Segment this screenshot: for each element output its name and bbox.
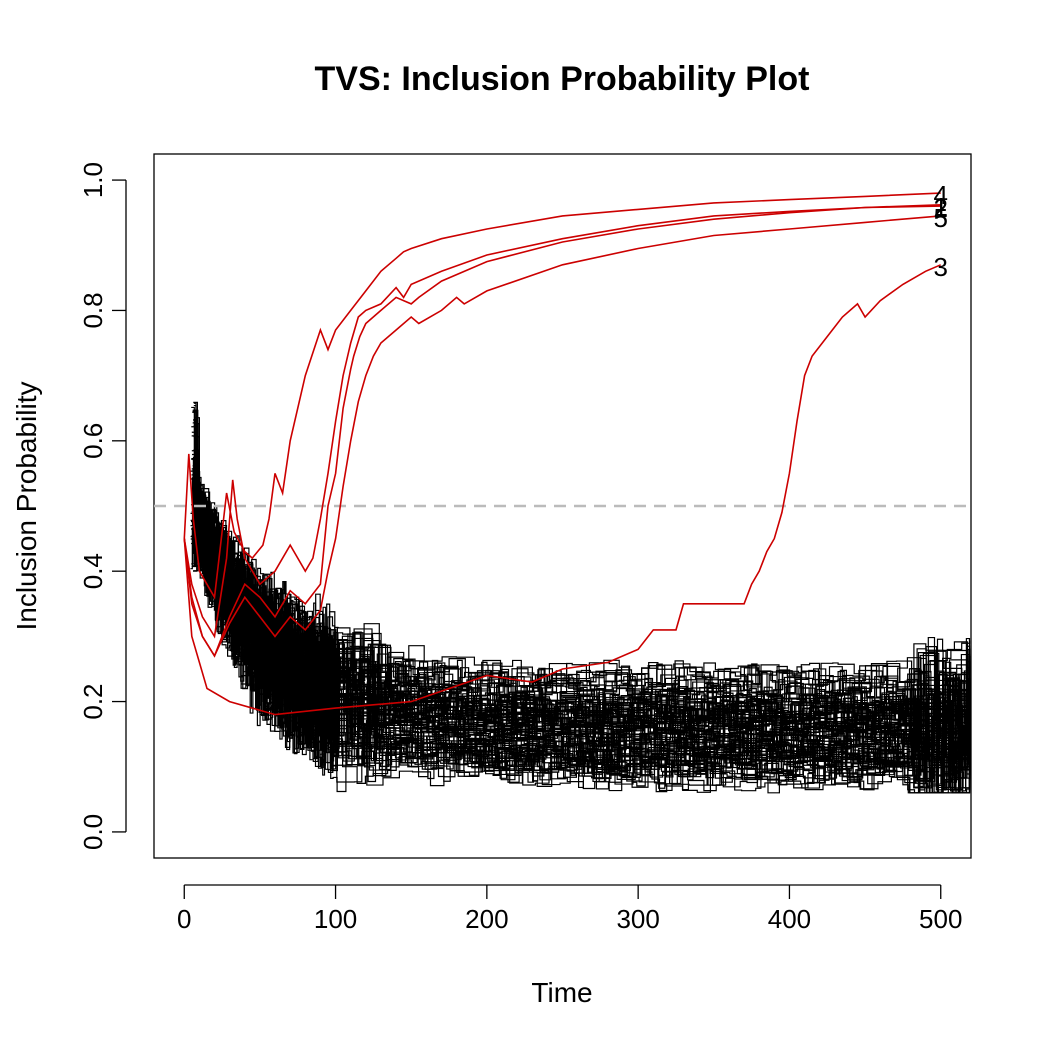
nonselected-series-line (193, 402, 971, 787)
y-axis-label: Inclusion Probability (11, 381, 42, 630)
nonselected-series-line (190, 476, 971, 709)
y-tick-label: 0.0 (78, 814, 108, 850)
series-line-1 (183, 204, 941, 639)
y-tick-label: 0.6 (78, 423, 108, 459)
y-tick-label: 0.8 (78, 292, 108, 328)
y-tick-label: 1.0 (78, 162, 108, 198)
y-tick-label: 0.4 (78, 553, 108, 589)
x-tick-label: 100 (314, 904, 357, 934)
nonselected-series-line (193, 459, 971, 763)
nonselected-series-line (193, 487, 971, 725)
series-label-5: 5 (934, 203, 948, 233)
nonselected-series-line (194, 423, 971, 794)
nonselected-series-group (190, 401, 971, 794)
series-line-5 (183, 215, 941, 658)
nonselected-series-line (193, 476, 971, 794)
series-line-3 (183, 264, 942, 716)
series-line-2 (183, 205, 941, 658)
nonselected-series-line (192, 409, 971, 789)
series-label-1: 1 (934, 192, 948, 222)
y-tick-label: 0.2 (78, 683, 108, 719)
x-tick-label: 0 (177, 904, 191, 934)
y-axis: 0.0 0.2 0.4 0.6 0.8 1.0 (78, 162, 127, 850)
x-tick-label: 400 (768, 904, 811, 934)
x-axis: 0 100 200 300 400 500 (177, 884, 962, 934)
x-tick-label: 200 (465, 904, 508, 934)
selected-series-group (183, 192, 942, 716)
nonselected-series-line (192, 410, 971, 733)
series-line-4 (183, 192, 941, 600)
series-label-2: 2 (934, 193, 948, 223)
nonselected-series-line (193, 529, 971, 730)
x-tick-label: 300 (616, 904, 659, 934)
series-label-4: 4 (934, 180, 948, 210)
x-tick-label: 500 (919, 904, 962, 934)
x-axis-label: Time (531, 977, 592, 1008)
chart-title: TVS: Inclusion Probability Plot (315, 60, 810, 98)
nonselected-series-line (191, 484, 971, 765)
series-label-3: 3 (934, 252, 948, 282)
